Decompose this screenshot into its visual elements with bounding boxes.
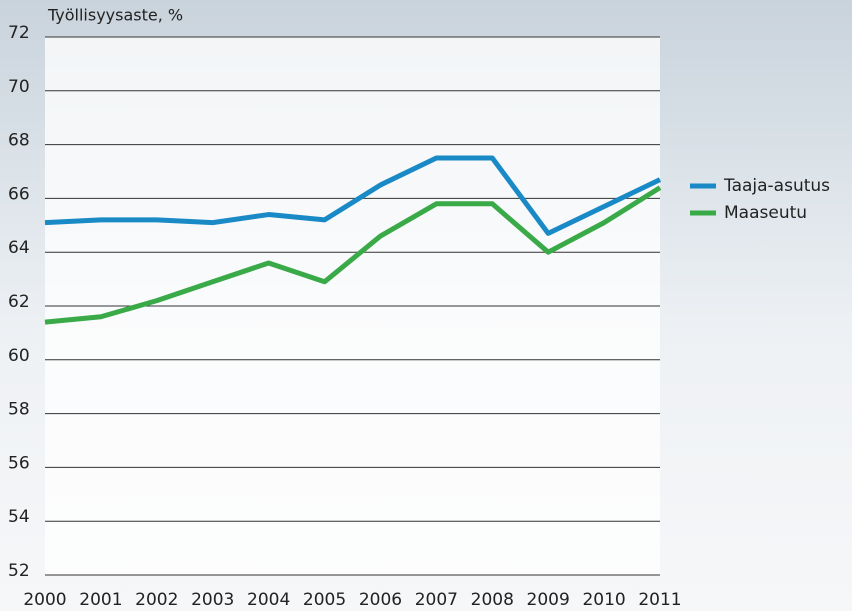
y-tick-label: 70 [8, 77, 30, 97]
x-tick-label: 2009 [527, 590, 570, 610]
y-tick-label: 62 [8, 292, 30, 312]
x-tick-label: 2007 [415, 590, 458, 610]
y-tick-label: 54 [8, 507, 30, 527]
legend-label: Taaja-asutus [723, 176, 830, 196]
data-line [44, 155, 662, 236]
x-tick-label: 2011 [638, 590, 681, 610]
y-tick-label: 60 [8, 346, 30, 366]
y-tick-label: 52 [8, 561, 30, 581]
x-tick-label: 2000 [23, 590, 66, 610]
y-tick-label: 64 [8, 238, 30, 258]
data-line [44, 185, 662, 325]
x-tick-label: 2010 [582, 590, 625, 610]
legend-label: Maaseutu [724, 203, 807, 223]
x-tick-label: 2003 [191, 590, 234, 610]
x-tick-label: 2004 [247, 590, 290, 610]
y-tick-label: 56 [8, 453, 30, 473]
x-tick-label: 2006 [359, 590, 402, 610]
y-tick-label: 72 [8, 23, 30, 43]
x-tick-label: 2001 [79, 590, 122, 610]
x-tick-label: 2008 [471, 590, 514, 610]
y-tick-label: 58 [8, 400, 30, 420]
y-tick-label: 68 [8, 131, 30, 151]
y-tick-label: 66 [8, 184, 30, 204]
y-axis-title: Työllisyysaste, % [47, 6, 183, 25]
x-tick-label: 2005 [303, 590, 346, 610]
x-tick-label: 2002 [135, 590, 178, 610]
